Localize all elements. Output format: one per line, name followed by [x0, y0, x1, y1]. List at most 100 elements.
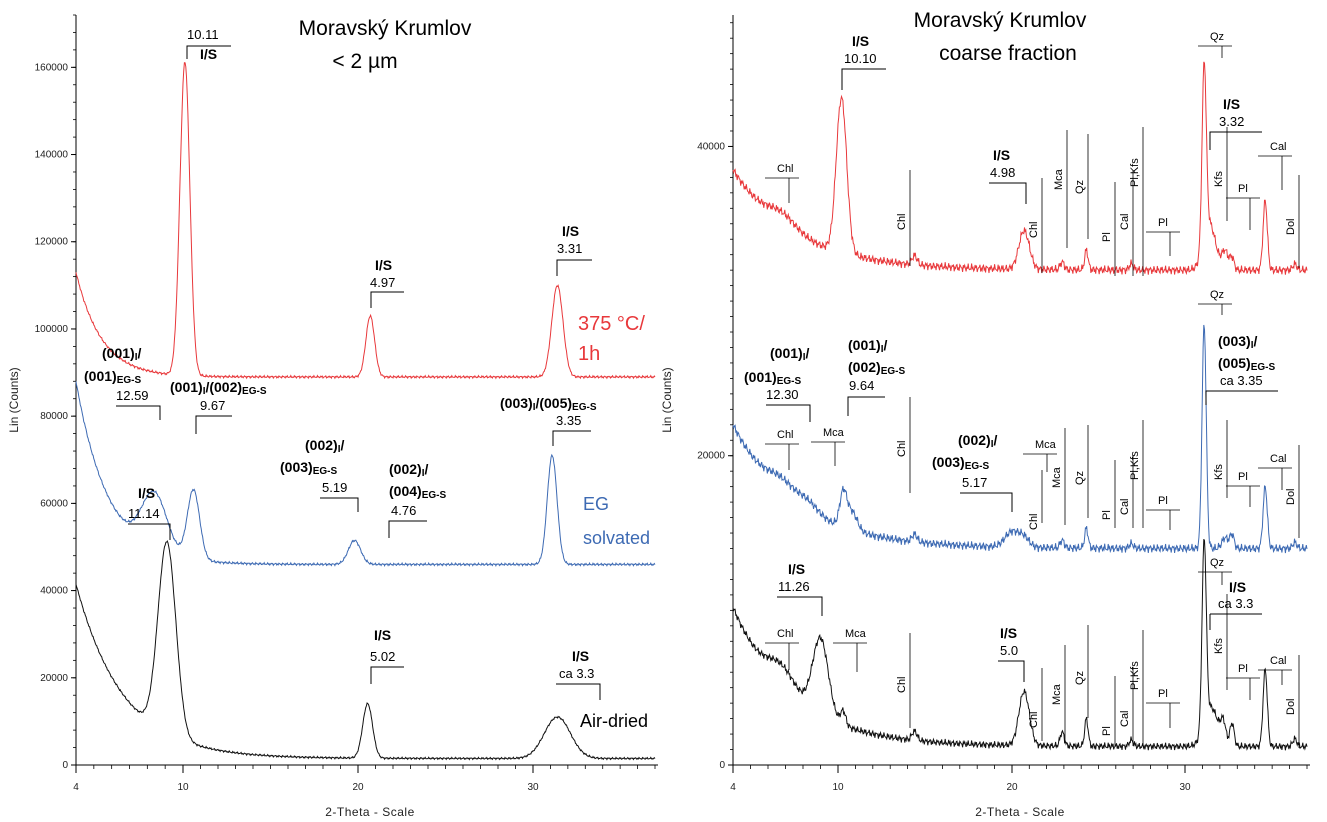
bracket	[186, 45, 231, 59]
annot-right-red-is3: I/S	[1223, 96, 1240, 112]
x-tick-label: 20	[1006, 782, 1018, 793]
series-label-1h: 1h	[578, 343, 600, 365]
y-tick-label: 160000	[35, 62, 69, 73]
mineral-label: Qz	[1210, 31, 1224, 43]
annot-right-eg-003a: (002)I/	[958, 432, 997, 450]
annot-right-red-is1: I/S	[852, 33, 869, 49]
mineral-label: Mca	[823, 427, 845, 439]
mineral-label: Kfs	[1213, 171, 1225, 187]
mineral-label: Qz	[1074, 471, 1086, 485]
bracket	[195, 415, 232, 434]
right-series-line-2	[732, 324, 1308, 554]
annot-left-air-d3: ca 3.3	[559, 666, 594, 681]
annot-right-eg-001a: (001)I/	[770, 345, 809, 363]
right-series-line-1	[732, 61, 1308, 276]
y-tick-label: 140000	[35, 150, 69, 161]
annot-right-eg-d2: 9.64	[849, 378, 874, 393]
x-tick-label: 4	[730, 782, 736, 793]
right-annotations: I/S 10.10 I/S 4.98 I/S 3.32 (001)I/ (001…	[744, 33, 1278, 682]
annot-left-eg-d4: 4.76	[391, 503, 416, 518]
annot-right-red-d1: 10.10	[844, 51, 877, 66]
annot-left-air-is2: I/S	[374, 627, 391, 643]
annot-left-eg-001a: (001)I/	[102, 345, 141, 363]
y-tick-label: 120000	[35, 237, 69, 248]
mineral-label: Pl	[1238, 663, 1248, 675]
series-label-air-dried: Air-dried	[580, 711, 648, 731]
bracket	[847, 396, 885, 416]
y-tick-label: 20000	[40, 673, 68, 684]
mineral-label: Pl,Kfs	[1129, 451, 1141, 480]
mineral-label: Pl	[1238, 183, 1248, 195]
right-x-axis-label: 2-Theta - Scale	[975, 805, 1065, 819]
annot-right-eg-005b: (005)EG-S	[1218, 355, 1275, 373]
mineral-label: Qz	[1074, 180, 1086, 194]
annot-left-air-d2: 5.02	[370, 649, 395, 664]
y-tick-label: 40000	[40, 586, 68, 597]
annot-right-eg-d1: 12.30	[766, 387, 799, 402]
x-tick-label: 30	[527, 782, 539, 793]
right-y-axis-label: Lin (Counts)	[660, 367, 674, 432]
mineral-label: Mca	[1051, 683, 1063, 705]
right-title-line1: Moravský Krumlov	[914, 9, 1087, 32]
left-series-line-2	[75, 381, 656, 567]
y-tick-label: 20000	[697, 451, 725, 462]
left-series-line-3	[75, 540, 656, 761]
mineral-label: Chl	[896, 676, 908, 693]
bracket	[370, 666, 404, 684]
bracket	[960, 492, 1013, 512]
series-label-eg: EG	[583, 494, 609, 514]
mineral-label: Chl	[777, 628, 794, 640]
annot-left-eg-005: (003)I/(005)EG-S	[500, 395, 597, 413]
annot-left-eg-002: (001)I/(002)EG-S	[170, 379, 267, 397]
annot-right-air-d2: 5.0	[1000, 643, 1018, 658]
bracket	[766, 404, 811, 422]
bracket	[388, 520, 427, 538]
annot-left-red-is3: I/S	[562, 223, 579, 239]
left-chart: 0 20000 40000 60000 80000 100000 120000 140000 1…	[7, 14, 658, 819]
mineral-label: Dol	[1285, 698, 1297, 715]
annot-left-red-is2: I/S	[375, 257, 392, 273]
annot-left-eg-001b: (001)EG-S	[84, 368, 141, 386]
mineral-label: Pl,Kfs	[1129, 158, 1141, 187]
y-tick-label: 40000	[697, 141, 725, 152]
annot-right-air-d1: 11.26	[778, 579, 810, 594]
mineral-labels: Chl Chl Mca Qz Pl Cal Pl,Kfs Pl Chl Kfs Pl Cal Dol Qz…	[765, 31, 1300, 748]
right-chart: 0 20000 40000 4 10 20 30 Moravský Krumlov coar…	[660, 9, 1310, 819]
y-tick-label: 0	[719, 760, 725, 771]
mineral-label: Pl	[1101, 510, 1113, 520]
bracket	[370, 291, 404, 308]
y-tick-label: 80000	[40, 411, 68, 422]
x-tick-label: 4	[73, 782, 79, 793]
annot-right-eg-d4: ca 3.35	[1220, 373, 1263, 388]
mineral-label: Cal	[1119, 213, 1131, 230]
mineral-label: Pl	[1101, 726, 1113, 736]
annot-left-red-d2: 4.97	[370, 275, 395, 290]
mineral-label: Cal	[1270, 453, 1287, 465]
annot-left-eg-d2: 9.67	[200, 398, 225, 413]
mineral-label: Chl	[896, 213, 908, 230]
bracket	[116, 405, 161, 420]
annot-left-eg-d1: 12.59	[116, 388, 149, 403]
x-tick-label: 30	[1179, 782, 1191, 793]
annot-left-eg-003a: (002)I/	[305, 437, 344, 455]
left-series	[75, 62, 656, 761]
bracket	[320, 497, 359, 512]
bracket	[552, 430, 591, 446]
mineral-label: Qz	[1210, 289, 1224, 301]
mineral-label: Kfs	[1213, 638, 1225, 654]
y-tick-label: 60000	[40, 498, 68, 509]
series-label-solvated: solvated	[583, 528, 650, 548]
annot-right-air-is3: I/S	[1229, 579, 1246, 595]
annot-right-eg-002b: (002)EG-S	[848, 359, 905, 377]
mineral-label: Pl	[1101, 232, 1113, 242]
annot-right-red-is2: I/S	[993, 147, 1010, 163]
mineral-label: Dol	[1285, 488, 1297, 505]
y-tick-label: 0	[62, 760, 68, 771]
bracket	[556, 259, 592, 276]
annot-left-red-d3: 3.31	[557, 241, 582, 256]
left-y-axis-label: Lin (Counts)	[7, 367, 21, 432]
annot-left-eg-003b: (003)EG-S	[280, 459, 337, 477]
left-axes: 0 20000 40000 60000 80000 100000 120000 140000 1…	[35, 14, 656, 793]
annot-left-air-is1: I/S	[138, 485, 155, 501]
mineral-label: Chl	[777, 163, 794, 175]
